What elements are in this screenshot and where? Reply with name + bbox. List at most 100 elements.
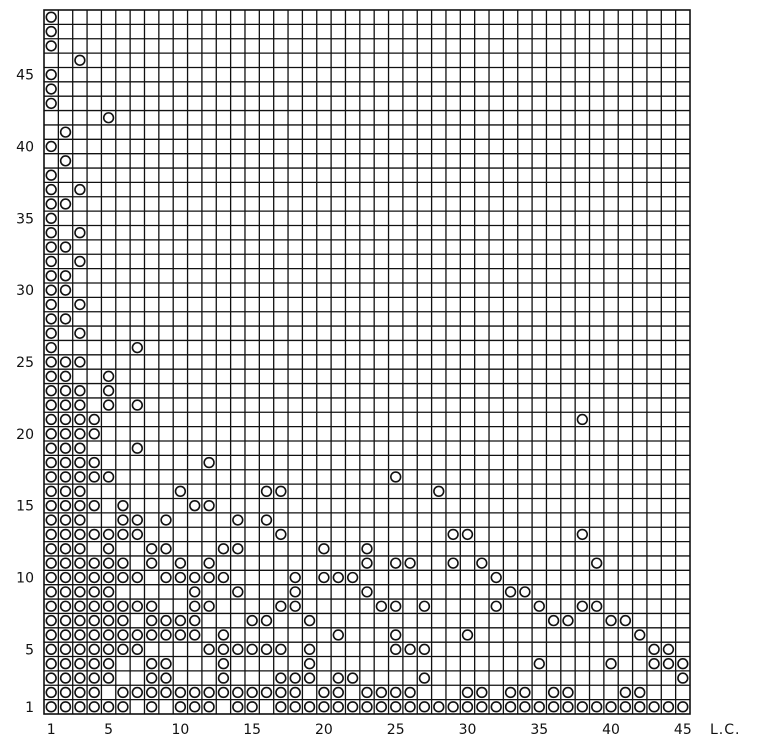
data-point [547,701,560,713]
grid [44,10,690,714]
data-point [102,614,115,627]
data-point [275,686,287,699]
data-point [648,658,660,670]
data-point [232,643,244,656]
data-point [447,528,459,541]
data-points [45,11,689,713]
y-tick-label: 40 [16,139,34,155]
data-point [59,557,72,569]
x-tick-label: 35 [530,722,548,738]
x-tick-label: 5 [104,722,113,738]
data-point [74,183,86,196]
data-point [332,701,344,713]
data-point [160,514,172,526]
data-point [45,198,57,210]
data-point [45,270,57,282]
data-point [102,112,115,124]
data-point [74,485,86,497]
x-tick-labels: 1 5 10 15 20 25 30 35 40 45 [47,722,692,738]
data-point [74,327,86,339]
data-point [45,385,57,397]
data-point [634,686,646,699]
data-point [102,370,115,383]
data-point [45,571,57,584]
data-point [677,658,689,670]
data-point [160,686,172,699]
data-point [533,701,545,713]
data-point [45,356,57,368]
data-point [189,629,201,641]
data-point [390,701,402,713]
data-point [45,701,57,713]
x-axis-label: L.C. [710,722,740,738]
data-point [189,686,201,699]
data-point [160,629,172,641]
data-point [576,701,589,713]
data-point [45,528,57,541]
data-point [260,686,273,699]
data-point [318,543,330,555]
data-point [88,586,100,598]
data-point [404,686,416,699]
data-point [88,557,100,569]
data-point [519,586,531,598]
data-point [605,701,617,713]
data-point [203,557,215,569]
data-point [303,672,316,684]
data-point [74,442,86,454]
data-point [232,586,244,598]
data-point [303,701,316,713]
y-tick-label: 10 [16,571,34,587]
data-point [375,686,388,699]
data-point [390,643,402,656]
data-point [275,701,287,713]
data-point [260,614,273,627]
data-point [74,643,86,656]
data-point [605,614,617,627]
data-point [145,658,158,670]
data-point [346,571,359,584]
data-point [246,701,258,713]
data-point [59,198,72,210]
data-point [275,600,287,612]
data-point [59,600,72,612]
data-point [289,571,301,584]
plot-frame [43,9,691,715]
data-point [88,614,100,627]
data-point [232,701,244,713]
data-point [289,686,301,699]
data-point [634,629,646,641]
data-point [433,701,445,713]
x-tick-label: 25 [387,722,405,738]
y-tick-label: 45 [16,68,34,84]
data-point [117,686,129,699]
data-point [203,600,215,612]
data-point [332,686,344,699]
data-point [117,499,129,512]
data-point [45,183,57,196]
data-point [591,600,603,612]
data-point [59,485,72,497]
data-point [45,413,57,426]
data-point [174,701,187,713]
data-point [59,571,72,584]
data-point [145,557,158,569]
data-point [131,571,143,584]
data-point [88,672,100,684]
data-point [45,471,57,483]
data-point [390,471,402,483]
data-point [318,701,330,713]
data-point [418,672,431,684]
data-point [117,514,129,526]
data-point [504,586,517,598]
data-point [45,399,57,411]
data-point [102,399,115,411]
data-point [174,571,187,584]
data-point [45,313,57,325]
data-point [662,701,675,713]
data-point [59,428,72,440]
data-point [117,614,129,627]
data-point [361,686,373,699]
data-point [131,528,143,541]
data-point [59,471,72,483]
